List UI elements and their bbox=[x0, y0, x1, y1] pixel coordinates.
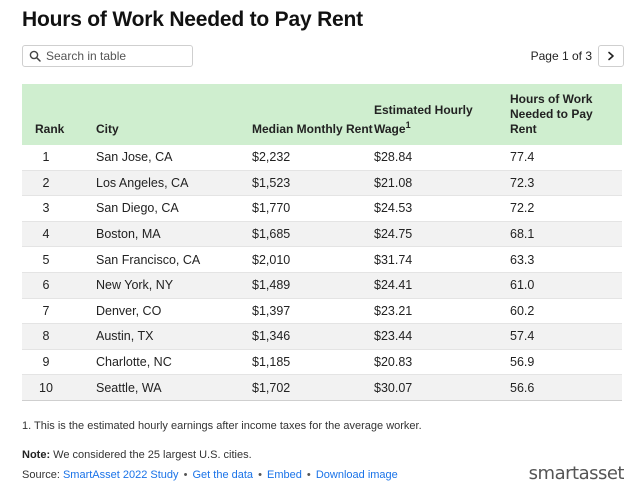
data-table: Rank City Median Monthly Rent Estimated … bbox=[22, 84, 622, 401]
cell-wage: $31.74 bbox=[374, 252, 413, 267]
column-header-hours[interactable]: Hours of Work Needed to Pay Rent bbox=[510, 92, 593, 136]
cell-wage: $20.83 bbox=[374, 355, 413, 370]
cell-hours: 61.0 bbox=[510, 278, 535, 293]
cell-city: Los Angeles, CA bbox=[96, 175, 189, 190]
cell-rank: 8 bbox=[42, 329, 50, 344]
separator: • bbox=[303, 469, 314, 481]
cell-city: Boston, MA bbox=[96, 227, 161, 242]
search-icon bbox=[29, 50, 41, 62]
cell-wage: $30.07 bbox=[374, 380, 413, 395]
table-body: 1 San Jose, CA $2,232 $28.84 77.4 2 Los … bbox=[22, 145, 622, 401]
cell-hours: 68.1 bbox=[510, 227, 535, 242]
cell-rent: $1,702 bbox=[252, 380, 291, 395]
cell-rent: $1,523 bbox=[252, 175, 291, 190]
get-data-link[interactable]: Get the data bbox=[192, 469, 254, 481]
cell-city: Seattle, WA bbox=[96, 380, 162, 395]
cell-rank: 5 bbox=[42, 252, 50, 267]
table-row: 8 Austin, TX $1,346 $23.44 57.4 bbox=[22, 324, 622, 350]
cell-city: Denver, CO bbox=[96, 303, 162, 318]
cell-rent: $1,397 bbox=[252, 303, 291, 318]
cell-hours: 57.4 bbox=[510, 329, 535, 344]
cell-hours: 63.3 bbox=[510, 252, 535, 267]
cell-hours: 60.2 bbox=[510, 303, 535, 318]
cell-rank: 7 bbox=[42, 303, 50, 318]
page-indicator: Page 1 of 3 bbox=[530, 49, 592, 63]
separator: • bbox=[180, 469, 191, 481]
cell-city: San Francisco, CA bbox=[96, 252, 201, 267]
cell-wage: $21.08 bbox=[374, 175, 413, 190]
cell-rank: 2 bbox=[42, 175, 50, 190]
table-row: 3 San Diego, CA $1,770 $24.53 72.2 bbox=[22, 196, 622, 222]
note-text: We considered the 25 largest U.S. cities… bbox=[50, 449, 252, 461]
search-input[interactable] bbox=[46, 49, 186, 63]
cell-hours: 77.4 bbox=[510, 150, 535, 165]
cell-wage: $28.84 bbox=[374, 150, 413, 165]
cell-rent: $1,489 bbox=[252, 278, 291, 293]
cell-rank: 3 bbox=[42, 201, 50, 216]
embed-link[interactable]: Embed bbox=[267, 469, 302, 481]
column-header-rank[interactable]: Rank bbox=[35, 122, 65, 136]
download-image-link[interactable]: Download image bbox=[315, 469, 398, 481]
footnote: 1. This is the estimated hourly earnings… bbox=[22, 420, 422, 432]
page-title: Hours of Work Needed to Pay Rent bbox=[22, 8, 363, 31]
pagination: Page 1 of 3 bbox=[531, 45, 624, 67]
table-row: 6 New York, NY $1,489 $24.41 61.0 bbox=[22, 272, 622, 299]
table-row: 7 Denver, CO $1,397 $23.21 60.2 bbox=[22, 299, 622, 325]
study-link[interactable]: SmartAsset 2022 Study bbox=[62, 469, 179, 481]
cell-rank: 6 bbox=[42, 278, 50, 293]
cell-hours: 72.2 bbox=[510, 201, 535, 216]
table-row: 5 San Francisco, CA $2,010 $31.74 63.3 bbox=[22, 247, 622, 273]
footnote-marker: 1 bbox=[405, 120, 411, 130]
cell-rent: $1,185 bbox=[252, 355, 291, 370]
column-header-rent[interactable]: Median Monthly Rent bbox=[252, 122, 373, 136]
cell-city: Austin, TX bbox=[96, 329, 154, 344]
column-header-wage[interactable]: Estimated Hourly Wage1 bbox=[374, 103, 510, 137]
cell-hours: 72.3 bbox=[510, 175, 535, 190]
cell-wage: $23.21 bbox=[374, 303, 413, 318]
search-box[interactable] bbox=[22, 45, 193, 67]
cell-rank: 9 bbox=[42, 355, 50, 370]
cell-city: San Diego, CA bbox=[96, 201, 179, 216]
smartasset-logo[interactable]: smartasset bbox=[528, 463, 625, 484]
note-label: Note: bbox=[22, 449, 51, 461]
cell-wage: $24.53 bbox=[374, 201, 413, 216]
column-header-city[interactable]: City bbox=[96, 122, 119, 136]
cell-rent: $2,232 bbox=[252, 150, 291, 165]
cell-city: San Jose, CA bbox=[96, 150, 173, 165]
cell-wage: $24.75 bbox=[374, 227, 413, 242]
cell-rent: $2,010 bbox=[252, 252, 291, 267]
cell-rank: 4 bbox=[42, 227, 50, 242]
cell-wage: $23.44 bbox=[374, 329, 413, 344]
source-line: Source: SmartAsset 2022 Study • Get the … bbox=[22, 469, 398, 481]
separator: • bbox=[255, 469, 266, 481]
table-header: Rank City Median Monthly Rent Estimated … bbox=[22, 84, 622, 145]
cell-rank: 1 bbox=[42, 150, 50, 165]
table-row: 10 Seattle, WA $1,702 $30.07 56.6 bbox=[22, 375, 622, 401]
cell-rank: 10 bbox=[39, 380, 53, 395]
cell-rent: $1,346 bbox=[252, 329, 291, 344]
column-header-wage-label: Estimated Hourly Wage bbox=[374, 103, 473, 136]
chevron-right-icon bbox=[608, 51, 614, 61]
cell-rent: $1,770 bbox=[252, 201, 291, 216]
table-row: 2 Los Angeles, CA $1,523 $21.08 72.3 bbox=[22, 170, 622, 197]
table-row: 9 Charlotte, NC $1,185 $20.83 56.9 bbox=[22, 350, 622, 376]
cell-wage: $24.41 bbox=[374, 278, 413, 293]
cell-city: Charlotte, NC bbox=[96, 355, 172, 370]
cell-rent: $1,685 bbox=[252, 227, 291, 242]
cell-city: New York, NY bbox=[96, 278, 174, 293]
note: Note: We considered the 25 largest U.S. … bbox=[22, 449, 252, 461]
table-row: 1 San Jose, CA $2,232 $28.84 77.4 bbox=[22, 145, 622, 171]
source-label: Source: bbox=[22, 469, 63, 481]
cell-hours: 56.6 bbox=[510, 380, 535, 395]
next-page-button[interactable] bbox=[598, 45, 624, 67]
cell-hours: 56.9 bbox=[510, 355, 535, 370]
table-row: 4 Boston, MA $1,685 $24.75 68.1 bbox=[22, 221, 622, 248]
